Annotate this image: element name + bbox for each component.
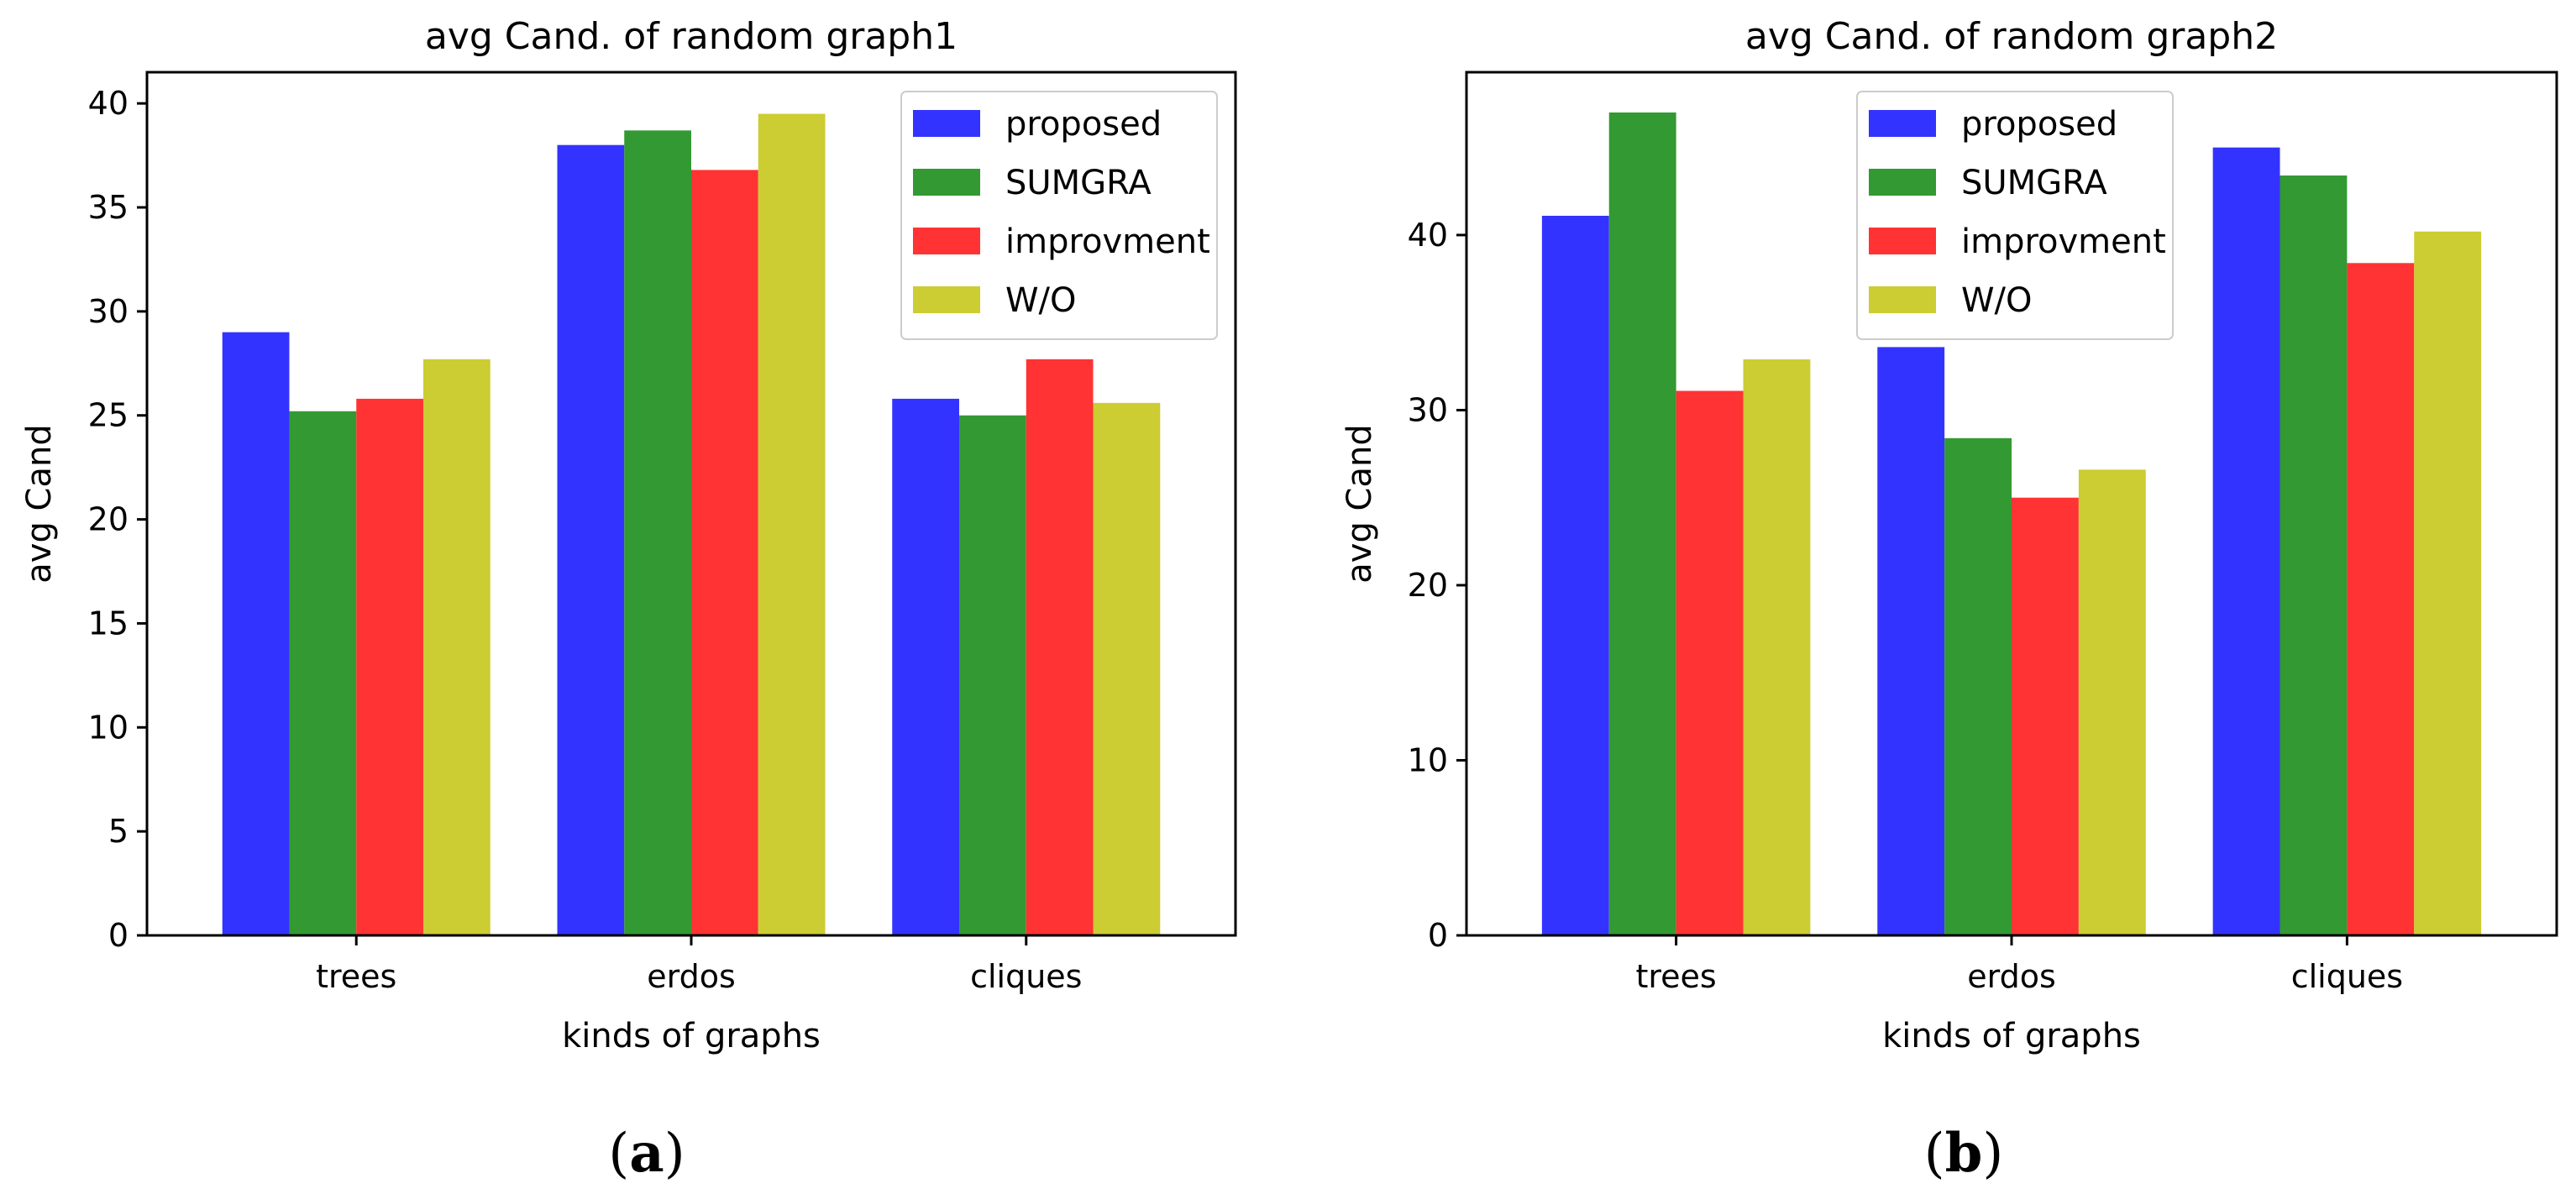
bar-a-wo-erdos — [758, 113, 826, 935]
bar-b-sumgra-trees — [1608, 112, 1676, 936]
chart-a: avg Cand. of random graph1 0 5 10 15 20 25 30 35… — [20, 15, 1237, 1185]
legend-swatch-a-wo — [913, 286, 980, 313]
legend-b: proposed SUMGRA improvment W/O — [1856, 91, 2174, 340]
bar-a-sumgra-trees — [289, 411, 357, 935]
legend-swatch-b-proposed — [1869, 110, 1936, 137]
legend-label-a-improvment: improvment — [1005, 223, 1210, 261]
y-tick-label-a-0: 0 — [108, 917, 129, 954]
bar-a-improvment-cliques — [1026, 359, 1094, 936]
legend-label-a-proposed: proposed — [1005, 105, 1162, 144]
bar-a-sumgra-erdos — [624, 130, 691, 936]
y-tick-label-b-10: 10 — [1408, 741, 1448, 778]
bar-b-sumgra-erdos — [1944, 437, 2012, 935]
legend-a: proposed SUMGRA improvment W/O — [900, 91, 1218, 340]
caption-open-a: ( — [608, 1123, 629, 1185]
x-tick-label-b-cliques: cliques — [2291, 958, 2403, 995]
legend-box-a — [900, 91, 1218, 340]
y-tick-label-a-5: 5 — [108, 813, 129, 850]
legend-swatch-a-improvment — [913, 228, 980, 254]
y-tick-label-b-20: 20 — [1408, 567, 1448, 604]
x-tick-label-b-erdos: erdos — [1967, 958, 2056, 995]
legend-swatch-a-sumgra — [913, 169, 980, 196]
caption-open-b: ( — [1924, 1123, 1945, 1185]
y-tick-label-b-0: 0 — [1428, 917, 1448, 954]
bar-b-proposed-cliques — [2212, 147, 2280, 936]
x-tick-label-b-trees: trees — [1635, 958, 1716, 995]
x-axis-label-b: kinds of graphs — [1882, 1017, 2141, 1055]
bar-b-proposed-trees — [1541, 215, 1609, 935]
caption-close-b: ) — [1982, 1123, 2003, 1185]
bar-b-improvment-cliques — [2347, 263, 2415, 935]
legend-swatch-b-improvment — [1869, 228, 1936, 254]
legend-swatch-b-sumgra — [1869, 169, 1936, 196]
bar-b-sumgra-cliques — [2280, 175, 2348, 935]
y-tick-label-b-40: 40 — [1408, 217, 1448, 254]
y-tick-label-a-10: 10 — [88, 709, 129, 746]
legend-swatch-b-wo — [1869, 286, 1936, 313]
bar-b-improvment-erdos — [2012, 497, 2079, 935]
bar-b-improvment-trees — [1676, 390, 1744, 935]
legend-label-a-wo: W/O — [1005, 281, 1077, 320]
y-axis-label-b: avg Cand — [1340, 424, 1379, 583]
caption-close-a: ) — [664, 1123, 685, 1185]
bar-b-proposed-erdos — [1877, 347, 1945, 935]
y-tick-label-b-30: 30 — [1408, 391, 1448, 428]
caption-letter-b: b — [1945, 1122, 1983, 1185]
legend-swatch-a-proposed — [913, 110, 980, 137]
y-tick-label-a-30: 30 — [88, 293, 129, 330]
chart-title-a: avg Cand. of random graph1 — [425, 15, 957, 58]
bar-a-wo-cliques — [1093, 402, 1161, 935]
legend-box-b — [1856, 91, 2174, 340]
bar-a-sumgra-cliques — [959, 415, 1026, 935]
legend-label-b-sumgra: SUMGRA — [1961, 164, 2107, 202]
y-tick-label-a-15: 15 — [88, 605, 129, 642]
bar-a-proposed-erdos — [557, 144, 625, 935]
x-tick-label-a-erdos: erdos — [647, 958, 736, 995]
legend-label-b-wo: W/O — [1961, 281, 2033, 320]
y-axis-label-a: avg Cand — [20, 424, 59, 583]
y-tick-label-a-20: 20 — [88, 501, 129, 538]
legend-label-a-sumgra: SUMGRA — [1005, 164, 1152, 202]
bar-b-wo-cliques — [2414, 231, 2482, 935]
caption-letter-a: a — [629, 1122, 664, 1185]
legend-label-b-proposed: proposed — [1961, 105, 2117, 144]
bar-a-improvment-erdos — [691, 170, 758, 936]
bar-a-wo-trees — [422, 359, 491, 936]
chart-title-b: avg Cand. of random graph2 — [1745, 15, 2278, 58]
bar-b-wo-erdos — [2078, 469, 2146, 935]
caption-b: (b) — [1924, 1122, 2004, 1185]
bar-a-proposed-trees — [222, 332, 290, 935]
y-tick-label-a-25: 25 — [88, 397, 129, 434]
x-tick-label-a-trees: trees — [316, 958, 396, 995]
bar-b-wo-trees — [1743, 359, 1811, 936]
legend-label-b-improvment: improvment — [1961, 223, 2166, 261]
caption-a: (a) — [608, 1122, 685, 1185]
chart-b: avg Cand. of random graph2 0 10 20 30 40 trees… — [1340, 15, 2558, 1185]
y-tick-label-a-35: 35 — [88, 189, 129, 226]
x-axis-label-a: kinds of graphs — [562, 1017, 821, 1055]
bar-a-improvment-trees — [356, 398, 423, 936]
y-tick-label-a-40: 40 — [88, 85, 129, 122]
bar-a-proposed-cliques — [892, 398, 960, 936]
x-tick-label-a-cliques: cliques — [970, 958, 1082, 995]
